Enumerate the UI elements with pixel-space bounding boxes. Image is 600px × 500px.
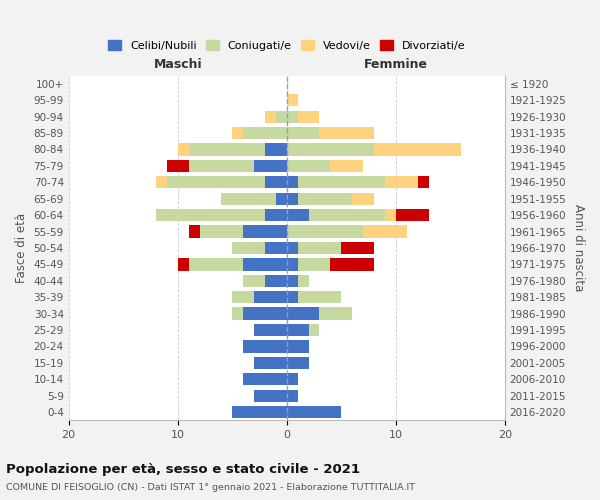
Bar xyxy=(385,176,418,188)
Bar xyxy=(396,209,428,222)
Bar xyxy=(418,176,428,188)
Bar xyxy=(308,209,385,222)
Bar xyxy=(298,258,331,270)
Bar xyxy=(156,176,167,188)
Bar xyxy=(188,226,200,237)
Bar xyxy=(254,356,287,369)
Bar xyxy=(276,110,287,123)
Bar xyxy=(188,144,265,156)
Bar xyxy=(188,160,254,172)
Bar xyxy=(221,192,276,205)
Bar xyxy=(167,160,188,172)
Bar xyxy=(331,160,363,172)
Bar xyxy=(363,226,407,237)
Bar xyxy=(287,127,319,139)
Bar xyxy=(254,160,287,172)
Text: Maschi: Maschi xyxy=(154,58,202,70)
Bar xyxy=(298,110,319,123)
Text: Femmine: Femmine xyxy=(364,58,428,70)
Bar xyxy=(188,258,243,270)
Bar xyxy=(287,242,298,254)
Bar xyxy=(287,110,298,123)
Bar xyxy=(287,258,298,270)
Bar xyxy=(243,226,287,237)
Bar xyxy=(254,291,287,304)
Bar xyxy=(232,406,287,418)
Bar xyxy=(156,209,265,222)
Bar xyxy=(276,192,287,205)
Bar xyxy=(243,258,287,270)
Text: Popolazione per età, sesso e stato civile - 2021: Popolazione per età, sesso e stato civil… xyxy=(6,462,360,475)
Bar xyxy=(287,192,298,205)
Bar xyxy=(319,127,374,139)
Bar xyxy=(287,356,308,369)
Bar xyxy=(254,324,287,336)
Bar xyxy=(287,324,308,336)
Bar xyxy=(243,340,287,352)
Bar xyxy=(287,226,363,237)
Bar xyxy=(298,242,341,254)
Bar xyxy=(298,291,341,304)
Bar xyxy=(265,209,287,222)
Bar xyxy=(287,308,319,320)
Bar xyxy=(232,242,265,254)
Bar xyxy=(178,258,188,270)
Bar xyxy=(287,390,298,402)
Legend: Celibi/Nubili, Coniugati/e, Vedovi/e, Divorziati/e: Celibi/Nubili, Coniugati/e, Vedovi/e, Di… xyxy=(108,40,466,50)
Bar xyxy=(287,291,298,304)
Bar xyxy=(243,308,287,320)
Bar xyxy=(287,160,331,172)
Bar xyxy=(298,176,385,188)
Bar xyxy=(287,406,341,418)
Bar xyxy=(374,144,461,156)
Bar xyxy=(265,144,287,156)
Bar xyxy=(287,144,374,156)
Bar xyxy=(200,226,243,237)
Bar xyxy=(352,192,374,205)
Bar xyxy=(287,209,308,222)
Bar xyxy=(232,291,254,304)
Bar xyxy=(287,274,298,287)
Bar xyxy=(385,209,396,222)
Bar xyxy=(254,390,287,402)
Bar xyxy=(178,144,188,156)
Bar xyxy=(243,127,287,139)
Bar xyxy=(287,176,298,188)
Bar xyxy=(331,258,374,270)
Bar xyxy=(308,324,319,336)
Bar xyxy=(341,242,374,254)
Bar xyxy=(265,274,287,287)
Bar xyxy=(298,274,308,287)
Bar xyxy=(319,308,352,320)
Bar xyxy=(287,373,298,386)
Bar xyxy=(265,242,287,254)
Bar xyxy=(287,94,298,106)
Bar xyxy=(287,340,308,352)
Bar xyxy=(243,274,265,287)
Bar xyxy=(167,176,265,188)
Bar xyxy=(298,192,352,205)
Y-axis label: Anni di nascita: Anni di nascita xyxy=(572,204,585,292)
Y-axis label: Fasce di età: Fasce di età xyxy=(15,213,28,283)
Bar xyxy=(243,373,287,386)
Text: COMUNE DI FEISOGLIO (CN) - Dati ISTAT 1° gennaio 2021 - Elaborazione TUTTITALIA.: COMUNE DI FEISOGLIO (CN) - Dati ISTAT 1°… xyxy=(6,484,415,492)
Bar xyxy=(265,176,287,188)
Bar xyxy=(265,110,276,123)
Bar xyxy=(232,127,243,139)
Bar xyxy=(232,308,243,320)
